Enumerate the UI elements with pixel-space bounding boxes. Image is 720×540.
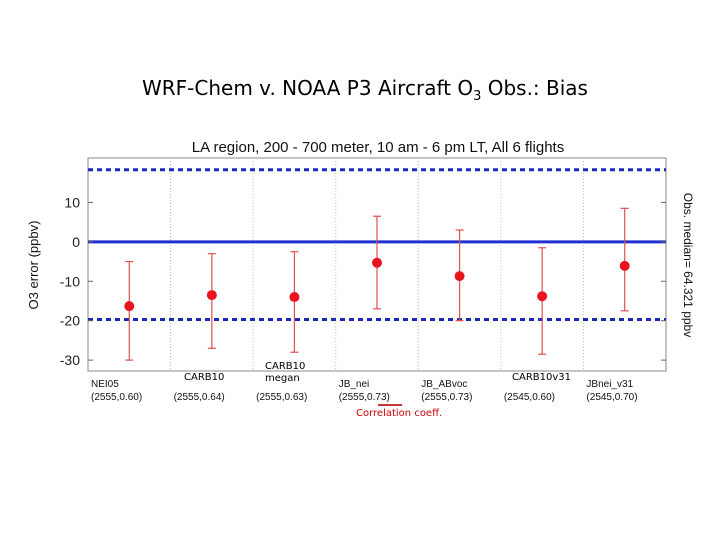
category-gridlines <box>170 158 584 371</box>
bias-point <box>454 271 465 282</box>
category-stats-label: (2555,0.73) <box>339 392 390 403</box>
y-tick-label: -20 <box>60 313 80 329</box>
right-axis-label: Obs. median= 64.321 ppbv <box>681 193 695 337</box>
category-label: JB_nei <box>339 379 370 390</box>
category-stats-label: (2545,0.60) <box>504 392 555 403</box>
data-points <box>124 257 630 312</box>
y-axis-ticks: 10 0 -10 -20 -30 <box>60 194 666 368</box>
y-tick-label: -10 <box>60 273 80 289</box>
slide-title-tail: Obs.: Bias <box>481 76 588 100</box>
category-stats-label: (2545,0.70) <box>586 392 637 403</box>
category-label: JB_ABvoc <box>421 379 467 390</box>
annotation-carb10-megan-line2: megan <box>265 373 300 384</box>
y-axis-label: O3 error (ppbv) <box>26 221 41 310</box>
bias-point <box>372 257 382 268</box>
category-label: NEI05 <box>91 379 119 390</box>
category-labels: NEI05 (2555,0.60) (2555,0.64) (2555,0.63) JB… <box>91 379 638 403</box>
slide-title: WRF-Chem v. NOAA P3 Aircraft O3 Obs.: Bi… <box>0 76 720 104</box>
slide-title-main: WRF-Chem v. NOAA P3 Aircraft O <box>142 76 474 100</box>
annotation-carb10v31: CARB10v31 <box>512 372 571 383</box>
bias-point <box>124 301 135 312</box>
annotation-carb10: CARB10 <box>184 372 225 383</box>
category-label: JBnei_v31 <box>586 379 633 390</box>
y-tick-label: -30 <box>60 352 80 368</box>
bias-point <box>289 292 300 303</box>
y-tick-label: 0 <box>72 234 80 250</box>
bias-point <box>206 290 217 301</box>
annotation-carb10-megan: CARB10 megan <box>265 361 305 385</box>
category-stats-label: (2555,0.60) <box>91 392 142 403</box>
category-stats-label: (2555,0.63) <box>256 392 307 403</box>
bias-point <box>619 260 630 271</box>
chart-title: LA region, 200 - 700 meter, 10 am - 6 pm… <box>192 139 564 156</box>
slide-title-subscript: 3 <box>473 89 482 104</box>
y-tick-label: 10 <box>64 194 80 210</box>
annotation-correlation-coeff: Correlation coeff. <box>356 408 443 419</box>
annotation-carb10-megan-line1: CARB10 <box>265 361 306 372</box>
category-stats-label: (2555,0.73) <box>421 392 472 403</box>
category-stats-label: (2555,0.64) <box>174 392 225 403</box>
bias-point <box>537 291 548 302</box>
